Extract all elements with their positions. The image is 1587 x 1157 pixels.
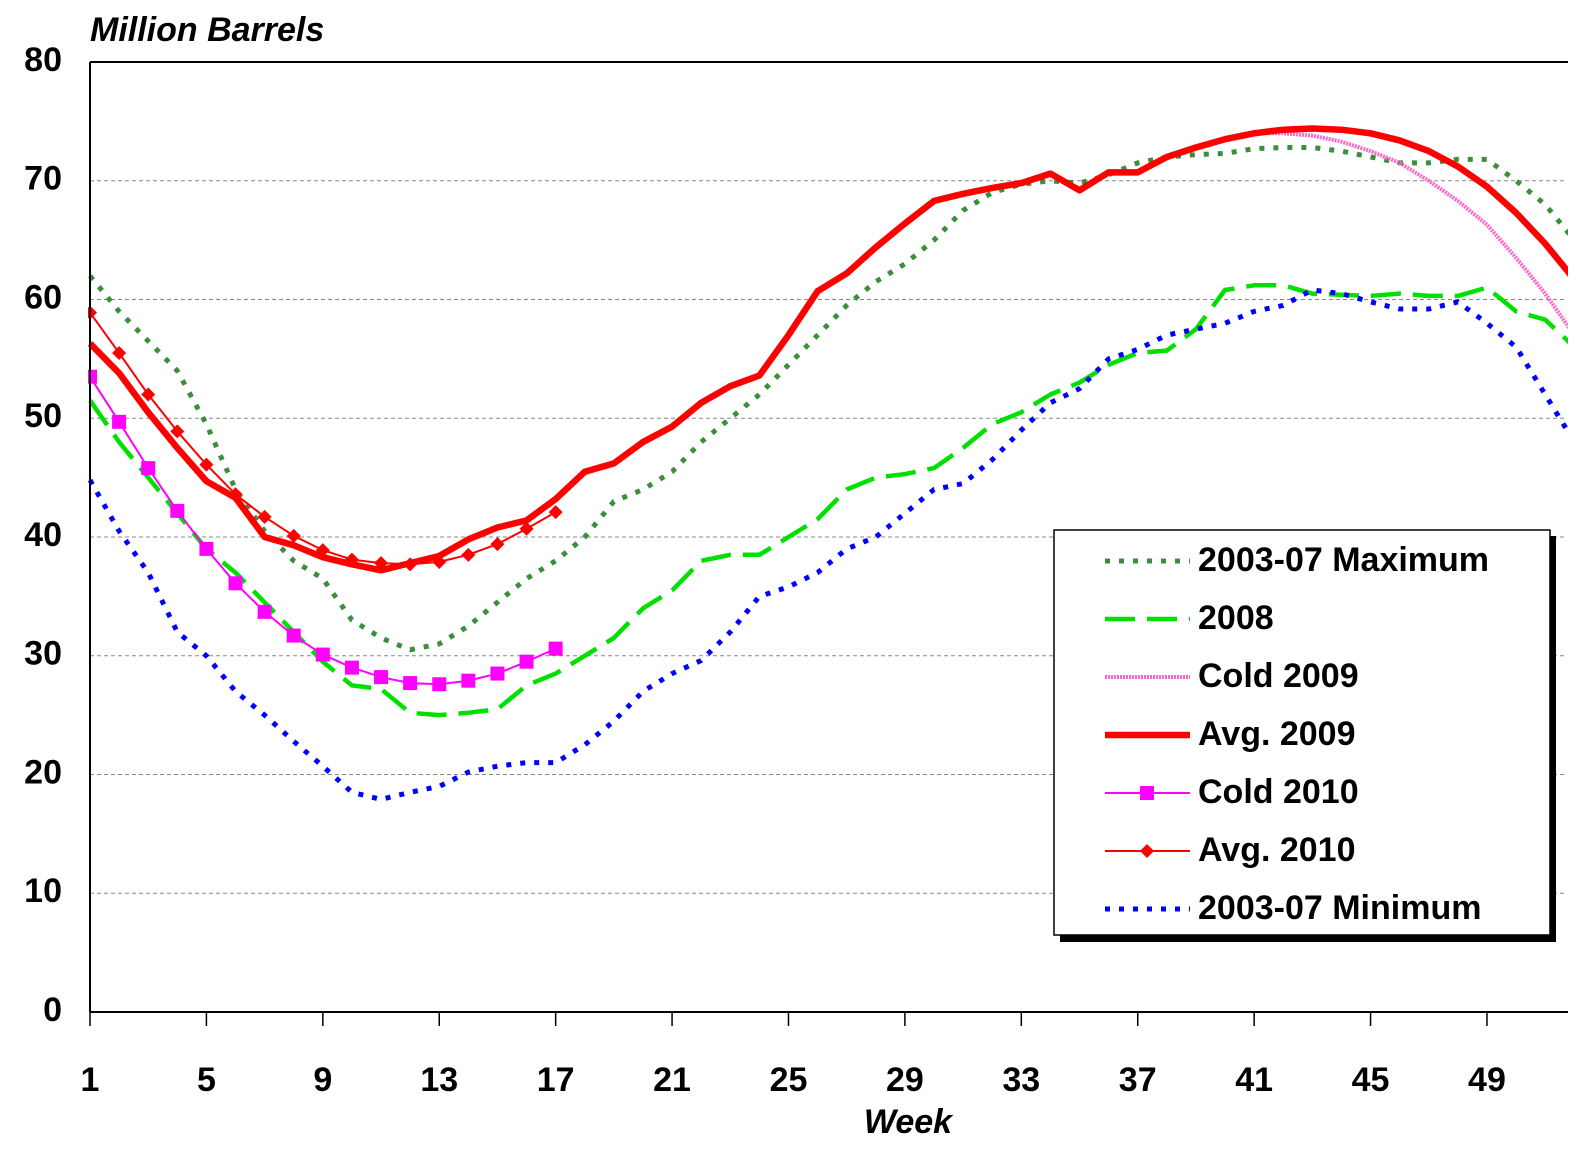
- marker: [461, 547, 476, 562]
- y-tick-label: 40: [24, 516, 62, 554]
- legend-label: 2003-07 Maximum: [1198, 541, 1489, 579]
- y-tick-label: 50: [24, 397, 62, 435]
- marker: [199, 541, 214, 556]
- marker: [199, 457, 214, 472]
- marker: [228, 487, 243, 502]
- series-line: [88, 125, 1568, 574]
- marker: [286, 528, 301, 543]
- marker: [315, 647, 330, 662]
- y-tick-label: 0: [43, 991, 62, 1029]
- marker: [374, 556, 389, 571]
- marker: [490, 537, 505, 552]
- x-tick-label: 49: [1468, 1061, 1506, 1099]
- x-tick-label: 5: [197, 1061, 216, 1099]
- marker: [403, 557, 418, 572]
- marker: [141, 387, 156, 402]
- y-tick-label: 30: [24, 635, 62, 673]
- y-tick-label: 20: [24, 753, 62, 791]
- marker: [112, 345, 127, 360]
- x-tick-label: 41: [1235, 1061, 1273, 1099]
- marker: [519, 654, 534, 669]
- marker: [141, 461, 156, 476]
- y-tick-label: 80: [24, 41, 62, 79]
- marker: [286, 628, 301, 643]
- x-axis-label: Week: [864, 1103, 954, 1141]
- x-tick-label: 37: [1119, 1061, 1157, 1099]
- y-tick-label: 70: [24, 160, 62, 198]
- marker: [1140, 844, 1154, 858]
- marker: [170, 503, 185, 518]
- series-line: [1254, 131, 1568, 330]
- x-tick-label: 45: [1352, 1061, 1390, 1099]
- marker: [432, 554, 447, 569]
- marker: [88, 369, 97, 384]
- marker: [315, 543, 330, 558]
- grid: [90, 180, 1567, 894]
- chart-title: Million Barrels: [90, 11, 324, 49]
- x-tick-label: 29: [886, 1061, 924, 1099]
- x-tick-label: 33: [1002, 1061, 1040, 1099]
- series-line: [88, 287, 1568, 802]
- y-tick-label: 10: [24, 872, 62, 910]
- legend-entries: 2003-07 Maximum 2008 Cold 2009 Avg. 2009 Col…: [1105, 541, 1489, 927]
- legend-label: Cold 2010: [1198, 773, 1359, 811]
- marker: [344, 660, 359, 675]
- x-tick-label: 9: [313, 1061, 332, 1099]
- marker: [374, 670, 389, 685]
- x-tick-label: 25: [770, 1061, 808, 1099]
- marker: [432, 677, 447, 692]
- x-tick-label: 13: [420, 1061, 458, 1099]
- marker: [403, 676, 418, 691]
- legend-label: 2003-07 Minimum: [1198, 889, 1481, 927]
- marker: [548, 505, 563, 520]
- marker: [461, 673, 476, 688]
- marker: [490, 666, 505, 681]
- marker: [344, 552, 359, 567]
- marker: [548, 641, 563, 656]
- legend-label: 2008: [1198, 599, 1274, 637]
- marker: [112, 414, 127, 429]
- marker: [257, 509, 272, 524]
- legend-label: Avg. 2010: [1198, 831, 1356, 869]
- legend-label: Avg. 2009: [1198, 715, 1356, 753]
- marker: [170, 424, 185, 439]
- marker: [228, 576, 243, 591]
- marker: [519, 521, 534, 536]
- y-tick-label: 60: [24, 278, 62, 316]
- marker: [257, 604, 272, 619]
- legend-label: Cold 2009: [1198, 657, 1359, 695]
- x-tick-label: 17: [537, 1061, 575, 1099]
- marker: [1140, 786, 1154, 800]
- series-line: [88, 283, 1568, 718]
- plot: [88, 125, 1568, 802]
- x-tick-label: 1: [81, 1061, 100, 1099]
- x-tick-label: 21: [653, 1061, 691, 1099]
